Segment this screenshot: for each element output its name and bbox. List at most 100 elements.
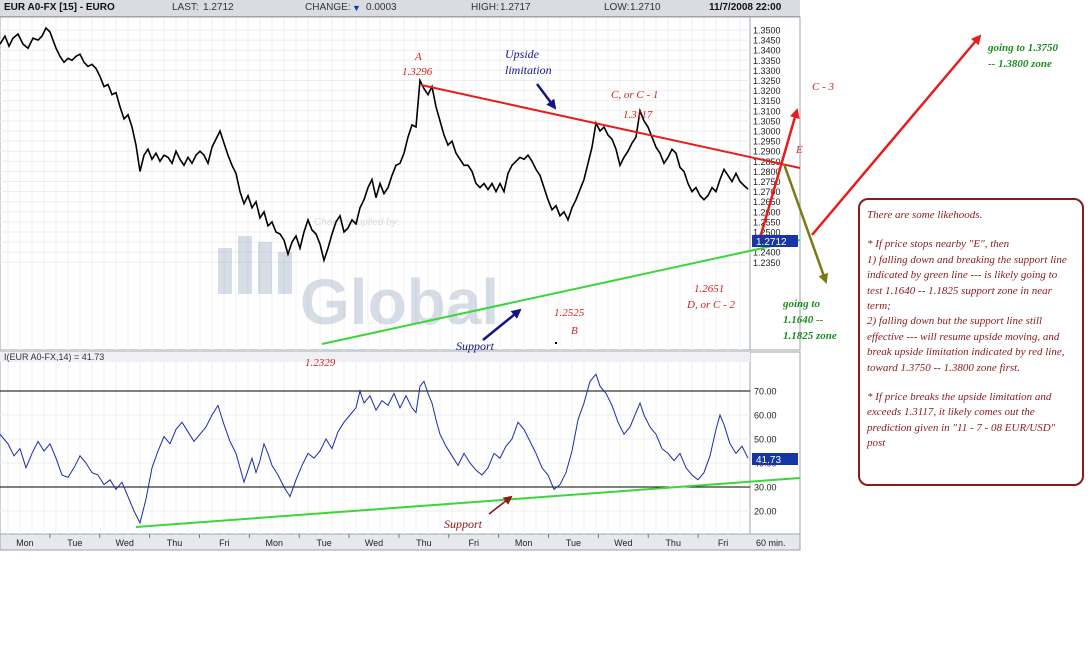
rsi-panel [0, 351, 751, 535]
point-e-label: E [795, 144, 803, 156]
point-a-letter: A [414, 51, 422, 63]
price-tick-label: 1.3200 [753, 86, 781, 96]
rsi-tick-label: 20.00 [754, 507, 777, 517]
point-b-value: 1.2525 [554, 307, 585, 319]
point-b-letter: B [571, 325, 578, 337]
price-tick-label: 1.3500 [753, 26, 781, 36]
time-axis-label: Wed [115, 538, 133, 548]
rsi-tick-label: 60.00 [754, 411, 777, 421]
quote-header: EUR A0-FX [15] - EURO LAST: 1.2712 CHANG… [0, 0, 800, 17]
support-label: Support [456, 339, 495, 353]
watermark-bar [258, 242, 272, 294]
datetime-label: 11/7/2008 22:00 [709, 2, 782, 13]
upside-pointer-arrow-icon [536, 83, 557, 110]
commentary-box: There are some likehoods. * If price sto… [858, 198, 1084, 486]
upside-label: Upside [505, 47, 540, 61]
interval-label: 60 min. [756, 538, 786, 548]
time-axis-labels: Mon Tue Wed Thu Fri Mon Tue Wed Thu Fri Mon Tue Wed T… [16, 534, 786, 548]
price-tick-label: 1.3250 [753, 76, 781, 86]
price-tick-label: 1.2700 [753, 187, 781, 197]
time-axis-label: Wed [614, 538, 632, 548]
bearish-target-label-2: 1.1640 -- [783, 314, 824, 326]
high-value: 1.2717 [500, 2, 531, 13]
c3-label: C - 3 [812, 81, 835, 93]
time-axis-label: Wed [365, 538, 383, 548]
time-axis-label: Thu [665, 538, 681, 548]
commentary-scenario-1: * If price stops nearby "E", then 1) fal… [867, 238, 1067, 374]
watermark-brand: Global [300, 266, 499, 338]
c3-arrow-icon [758, 108, 800, 239]
watermark-bar [218, 248, 232, 294]
change-value: 0.0003 [366, 2, 397, 13]
support-trendline [321, 239, 801, 345]
symbol-label: EUR A0-FX [15] - EURO [4, 2, 115, 13]
rsi-title-bar [0, 352, 750, 362]
price-tick-label: 1.3050 [753, 116, 781, 126]
rsi-axis-panel [749, 351, 801, 535]
last-label: LAST: [172, 2, 199, 13]
low-value: 1.2710 [630, 2, 661, 13]
rsi-title: I(EUR A0-FX,14) = 41.73 [4, 352, 104, 362]
price-tick-label: 1.2650 [753, 197, 781, 207]
price-series-line [0, 26, 749, 264]
price-tick-label: 1.2350 [753, 258, 781, 268]
last-price-value: 1.2712 [756, 237, 787, 248]
low-point-value: 1.2329 [305, 357, 336, 369]
price-tick-label: 1.2550 [753, 217, 781, 227]
last-rsi-value: 41.73 [756, 455, 781, 466]
time-axis-label: Mon [16, 538, 34, 548]
point-d-value: 1.2651 [694, 283, 724, 295]
price-tick-label: 1.3400 [753, 46, 781, 56]
time-axis-label: Tue [67, 538, 82, 548]
rsi-series-line [0, 373, 749, 525]
bullish-target-arrow-icon [811, 34, 982, 236]
price-tick-label: 1.3100 [753, 106, 781, 116]
price-tick-label: 1.3150 [753, 96, 781, 106]
rsi-tick-label: 50.00 [754, 435, 777, 445]
time-axis-label: Thu [416, 538, 432, 548]
change-label: CHANGE: [305, 2, 351, 13]
time-axis-label: Tue [566, 538, 581, 548]
price-tick-label: 1.2850 [753, 157, 781, 167]
bullish-target-label: going to 1.3750 [987, 42, 1058, 54]
time-axis-panel [0, 533, 801, 551]
bearish-target-label-3: 1.1825 zone [783, 330, 837, 342]
horizontal-gridlines [0, 29, 750, 512]
watermark-bar [238, 236, 252, 294]
bearish-target-arrow-icon [782, 163, 829, 284]
rsi-support-label: Support [444, 517, 483, 531]
point-c-value: 1.3117 [623, 109, 653, 121]
time-axis-label: Mon [266, 538, 284, 548]
rsi-tick-label: 30.00 [754, 483, 777, 493]
time-axis-label: Fri [468, 538, 479, 548]
price-tick-label: 1.2900 [753, 147, 781, 157]
price-tick-label: 1.2750 [753, 177, 781, 187]
bearish-target-label: going to [782, 298, 820, 310]
commentary-intro: There are some likehoods. [867, 209, 983, 221]
time-axis-label: Thu [167, 538, 183, 548]
price-tick-label: 1.2950 [753, 137, 781, 147]
price-tick-label: 1.3350 [753, 56, 781, 66]
price-tick-label: 1.3450 [753, 36, 781, 46]
time-axis-label: Fri [718, 538, 729, 548]
price-tick-label: 1.3300 [753, 66, 781, 76]
watermark-bar [278, 252, 292, 294]
rsi-support-pointer-arrow-icon [488, 495, 513, 515]
low-label: LOW: [604, 2, 630, 13]
price-tick-label: 1.3000 [753, 127, 781, 137]
price-panel [0, 16, 751, 351]
change-down-arrow-icon: ▼ [352, 3, 361, 13]
support-pointer-arrow-icon [482, 308, 522, 341]
time-axis-label: Tue [317, 538, 332, 548]
point-d-label: D, or C - 2 [686, 299, 735, 311]
watermark-logo: Global Charts supplied by: [218, 217, 499, 338]
rsi-support-trendline [135, 477, 801, 528]
price-tick-label: 1.2500 [753, 228, 781, 238]
bullish-target-label-2: -- 1.3800 zone [988, 58, 1052, 70]
rsi-tick-label: 70.00 [754, 387, 777, 397]
point-a-value: 1.3296 [402, 66, 433, 78]
last-rsi-box [752, 453, 798, 465]
dot-marker [555, 342, 557, 344]
last-value: 1.2712 [203, 2, 234, 13]
